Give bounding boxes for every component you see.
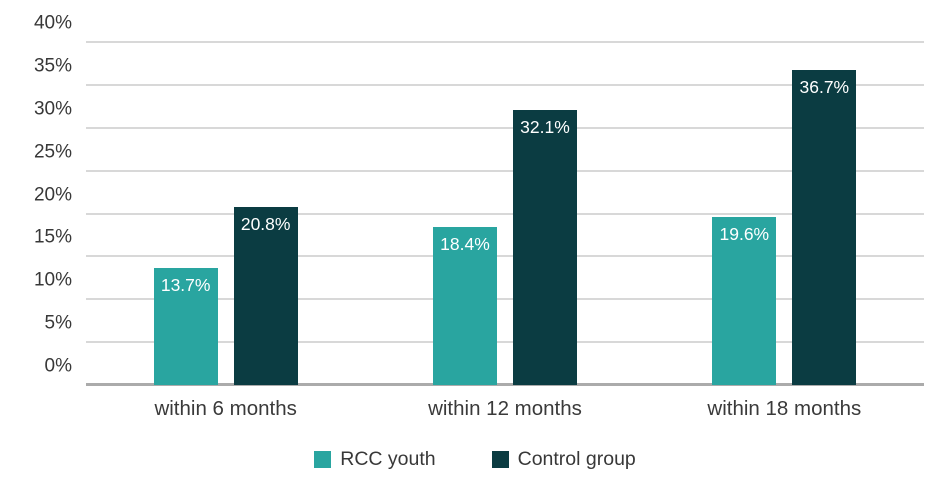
gridline bbox=[86, 298, 924, 300]
y-tick-label: 25% bbox=[33, 141, 72, 163]
y-tick-label: 30% bbox=[33, 98, 72, 120]
y-tick-label: 15% bbox=[33, 226, 72, 248]
y-tick-label: 20% bbox=[33, 184, 72, 205]
gridline bbox=[86, 255, 924, 257]
bar-group-within-12-months: 18.4% 32.1% bbox=[365, 42, 644, 385]
bar-control-group: 20.8% bbox=[233, 206, 298, 385]
bar-rcc-youth: 18.4% bbox=[432, 227, 497, 385]
bar-value-label: 32.1% bbox=[520, 116, 570, 137]
bar-value-label: 36.7% bbox=[799, 77, 850, 98]
bar-rcc-youth: 13.7% bbox=[153, 267, 218, 385]
bar-value-label: 18.4% bbox=[440, 234, 490, 255]
bar-group-within-6-months: 13.7% 20.8% bbox=[86, 42, 365, 385]
legend-label: Control group bbox=[517, 448, 636, 470]
x-category-label-within-18-months: within 18 months bbox=[707, 397, 862, 420]
gridline bbox=[86, 341, 924, 343]
bar-group-within-18-months: 19.6% 36.7% bbox=[645, 42, 924, 385]
bar-value-label: 19.6% bbox=[719, 223, 770, 244]
gridline bbox=[86, 84, 924, 86]
bar-value-label: 13.7% bbox=[160, 274, 211, 295]
y-tick-label: 0% bbox=[44, 355, 72, 377]
gridline bbox=[86, 170, 924, 172]
legend-swatch-control-group bbox=[491, 451, 509, 469]
legend-swatch-rcc-youth bbox=[314, 451, 332, 469]
y-tick-label: 40% bbox=[33, 12, 72, 34]
bar-value-label: 20.8% bbox=[240, 213, 291, 234]
bar-rcc-youth: 19.6% bbox=[712, 216, 777, 385]
y-tick-label: 10% bbox=[33, 269, 72, 291]
y-tick-label: 35% bbox=[33, 55, 72, 77]
x-axis-labels: within 6 months within 12 months within 18… bbox=[86, 392, 924, 426]
y-tick-label: 5% bbox=[44, 312, 72, 334]
gridline bbox=[86, 41, 924, 43]
legend-item-control-group: Control group bbox=[491, 448, 636, 470]
x-category-label-within-12-months: within 12 months bbox=[428, 397, 582, 420]
bar-control-group: 32.1% bbox=[512, 109, 577, 385]
gridline bbox=[86, 213, 924, 214]
legend: RCC youth Control group bbox=[0, 448, 950, 470]
bar-control-group: 36.7% bbox=[792, 70, 857, 385]
x-axis-line bbox=[86, 383, 924, 386]
legend-item-rcc-youth: RCC youth bbox=[314, 448, 436, 470]
plot-area: 0% 5% 10% 15% 20% 25% 30% 35% 40% 13.7% 20.8% 18.4%… bbox=[34, 14, 924, 386]
x-category-label-within-6-months: within 6 months bbox=[154, 397, 297, 420]
legend-label: RCC youth bbox=[340, 448, 436, 470]
gridline bbox=[86, 127, 924, 129]
